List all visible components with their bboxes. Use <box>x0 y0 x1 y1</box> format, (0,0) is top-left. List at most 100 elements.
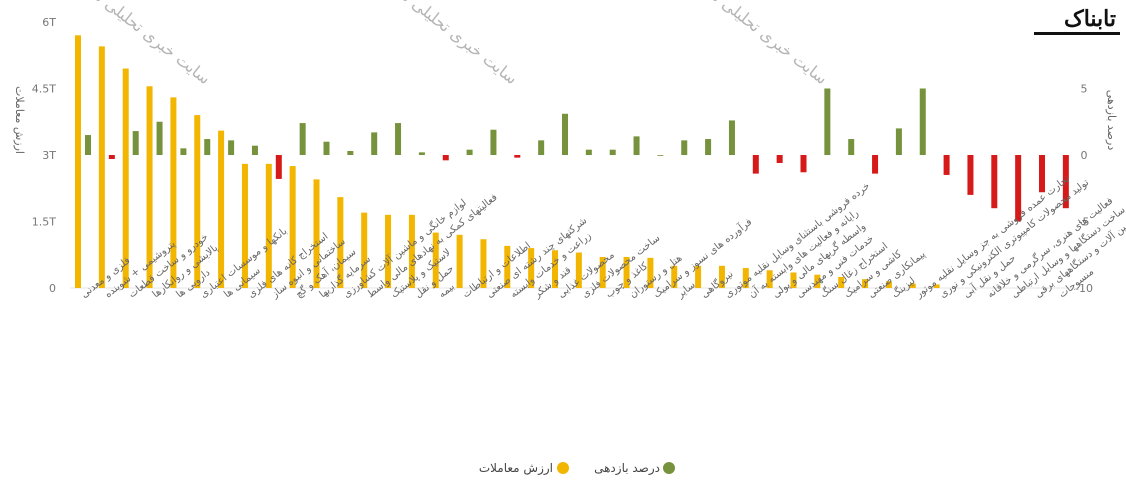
return-bar <box>156 121 163 155</box>
return-bar <box>776 155 783 163</box>
return-bar <box>919 88 926 155</box>
value-bar <box>337 197 344 288</box>
value-bar <box>552 250 558 288</box>
value-bar <box>194 115 201 288</box>
watermark-text: سایت خبری تحلیلی تابناک <box>374 0 521 89</box>
return-bar <box>824 88 831 155</box>
right-axis-ticks: 5 0 -5 -10 <box>1075 83 1093 296</box>
return-bar <box>347 151 354 155</box>
legend-marker-value <box>557 462 569 474</box>
return-bar <box>275 155 282 179</box>
value-bars <box>75 35 940 289</box>
return-bar <box>752 155 759 174</box>
value-bar <box>456 234 463 288</box>
return-bar <box>705 139 712 155</box>
watermark-text: سایت خبری تحلیلی تابناک <box>67 0 214 89</box>
return-bar <box>323 141 330 155</box>
right-axis-tick: -10 <box>1075 282 1093 295</box>
right-axis-tick: -5 <box>1079 216 1090 229</box>
return-bar <box>609 149 616 155</box>
return-bar <box>490 129 497 155</box>
return-bar <box>418 152 425 155</box>
return-bar <box>108 155 115 159</box>
value-bar <box>575 252 582 288</box>
return-bar <box>442 155 449 161</box>
return-bar <box>132 131 139 155</box>
logo: تابناک <box>1008 4 1120 42</box>
return-bar <box>943 155 950 175</box>
value-bar <box>599 256 606 288</box>
right-axis-title: درصد بازدهی <box>1105 90 1118 151</box>
return-bar <box>585 149 592 155</box>
value-bar <box>122 68 129 288</box>
return-bar <box>251 145 258 155</box>
return-bars <box>85 88 1069 222</box>
value-bar <box>671 265 678 288</box>
return-bar <box>514 155 521 158</box>
value-bar <box>790 272 797 288</box>
return-bar <box>895 128 902 155</box>
return-bar <box>395 123 402 155</box>
left-axis-tick: 6T <box>42 16 56 29</box>
value-bar <box>75 35 81 288</box>
value-bar <box>623 256 630 288</box>
return-bar <box>872 155 879 174</box>
value-bar <box>218 130 225 288</box>
value-bar <box>146 86 153 289</box>
left-axis-tick: 0 <box>49 282 56 295</box>
value-bar <box>432 232 439 288</box>
return-bar <box>562 113 568 155</box>
value-bar <box>504 245 511 288</box>
value-bar <box>170 97 177 288</box>
value-bar <box>862 279 869 288</box>
value-bar <box>480 239 487 288</box>
return-bar <box>800 155 807 173</box>
return-bar <box>1015 155 1022 222</box>
value-bar <box>289 166 296 288</box>
return-bar <box>85 135 91 155</box>
return-bar <box>1039 155 1045 193</box>
left-axis-tick: 3T <box>42 149 56 162</box>
watermark-text: سایت خبری تحلیلی تابناک <box>684 0 831 89</box>
value-bar <box>361 212 368 288</box>
return-bar <box>728 120 735 155</box>
value-bar <box>933 284 940 288</box>
value-bar <box>385 214 392 288</box>
value-bar <box>528 248 535 288</box>
return-bar <box>681 140 688 155</box>
return-bar <box>633 136 640 155</box>
value-bar <box>695 265 702 288</box>
return-bar <box>1062 155 1069 209</box>
logo-text: تابناک <box>1064 6 1116 32</box>
return-bar <box>228 140 235 155</box>
return-bar <box>657 155 664 156</box>
return-bar <box>204 139 211 155</box>
legend-marker-return <box>663 462 675 474</box>
value-bar <box>265 163 272 288</box>
value-bar <box>408 214 415 288</box>
value-bar <box>313 179 320 288</box>
legend-label-return: درصد بازدهی <box>594 461 660 476</box>
return-bar <box>538 140 545 155</box>
value-bar <box>742 268 749 288</box>
return-bar <box>180 148 187 155</box>
return-bar <box>371 132 378 155</box>
left-axis-ticks: 6T 4.5T 3T 1.5T 0 <box>32 16 56 295</box>
value-bar <box>885 281 892 288</box>
value-bar <box>241 163 248 288</box>
watermarks: سایت خبری تحلیلی تابناک سایت خبری تحلیلی … <box>67 0 831 89</box>
right-axis-tick: 0 <box>1081 149 1088 162</box>
left-axis-title: ارزش معاملات <box>13 86 26 154</box>
return-bar <box>848 139 855 155</box>
right-axis-tick: 5 <box>1081 83 1088 96</box>
value-bar <box>647 257 654 288</box>
left-axis-tick: 1.5T <box>32 216 56 229</box>
legend: درصد بازدهی ارزش معاملات <box>479 461 675 476</box>
value-bar <box>718 265 725 288</box>
value-bar <box>838 276 845 288</box>
value-bar <box>766 270 773 288</box>
legend-label-value: ارزش معاملات <box>479 461 553 476</box>
logo-underline <box>1034 32 1120 35</box>
return-bar <box>991 155 998 209</box>
